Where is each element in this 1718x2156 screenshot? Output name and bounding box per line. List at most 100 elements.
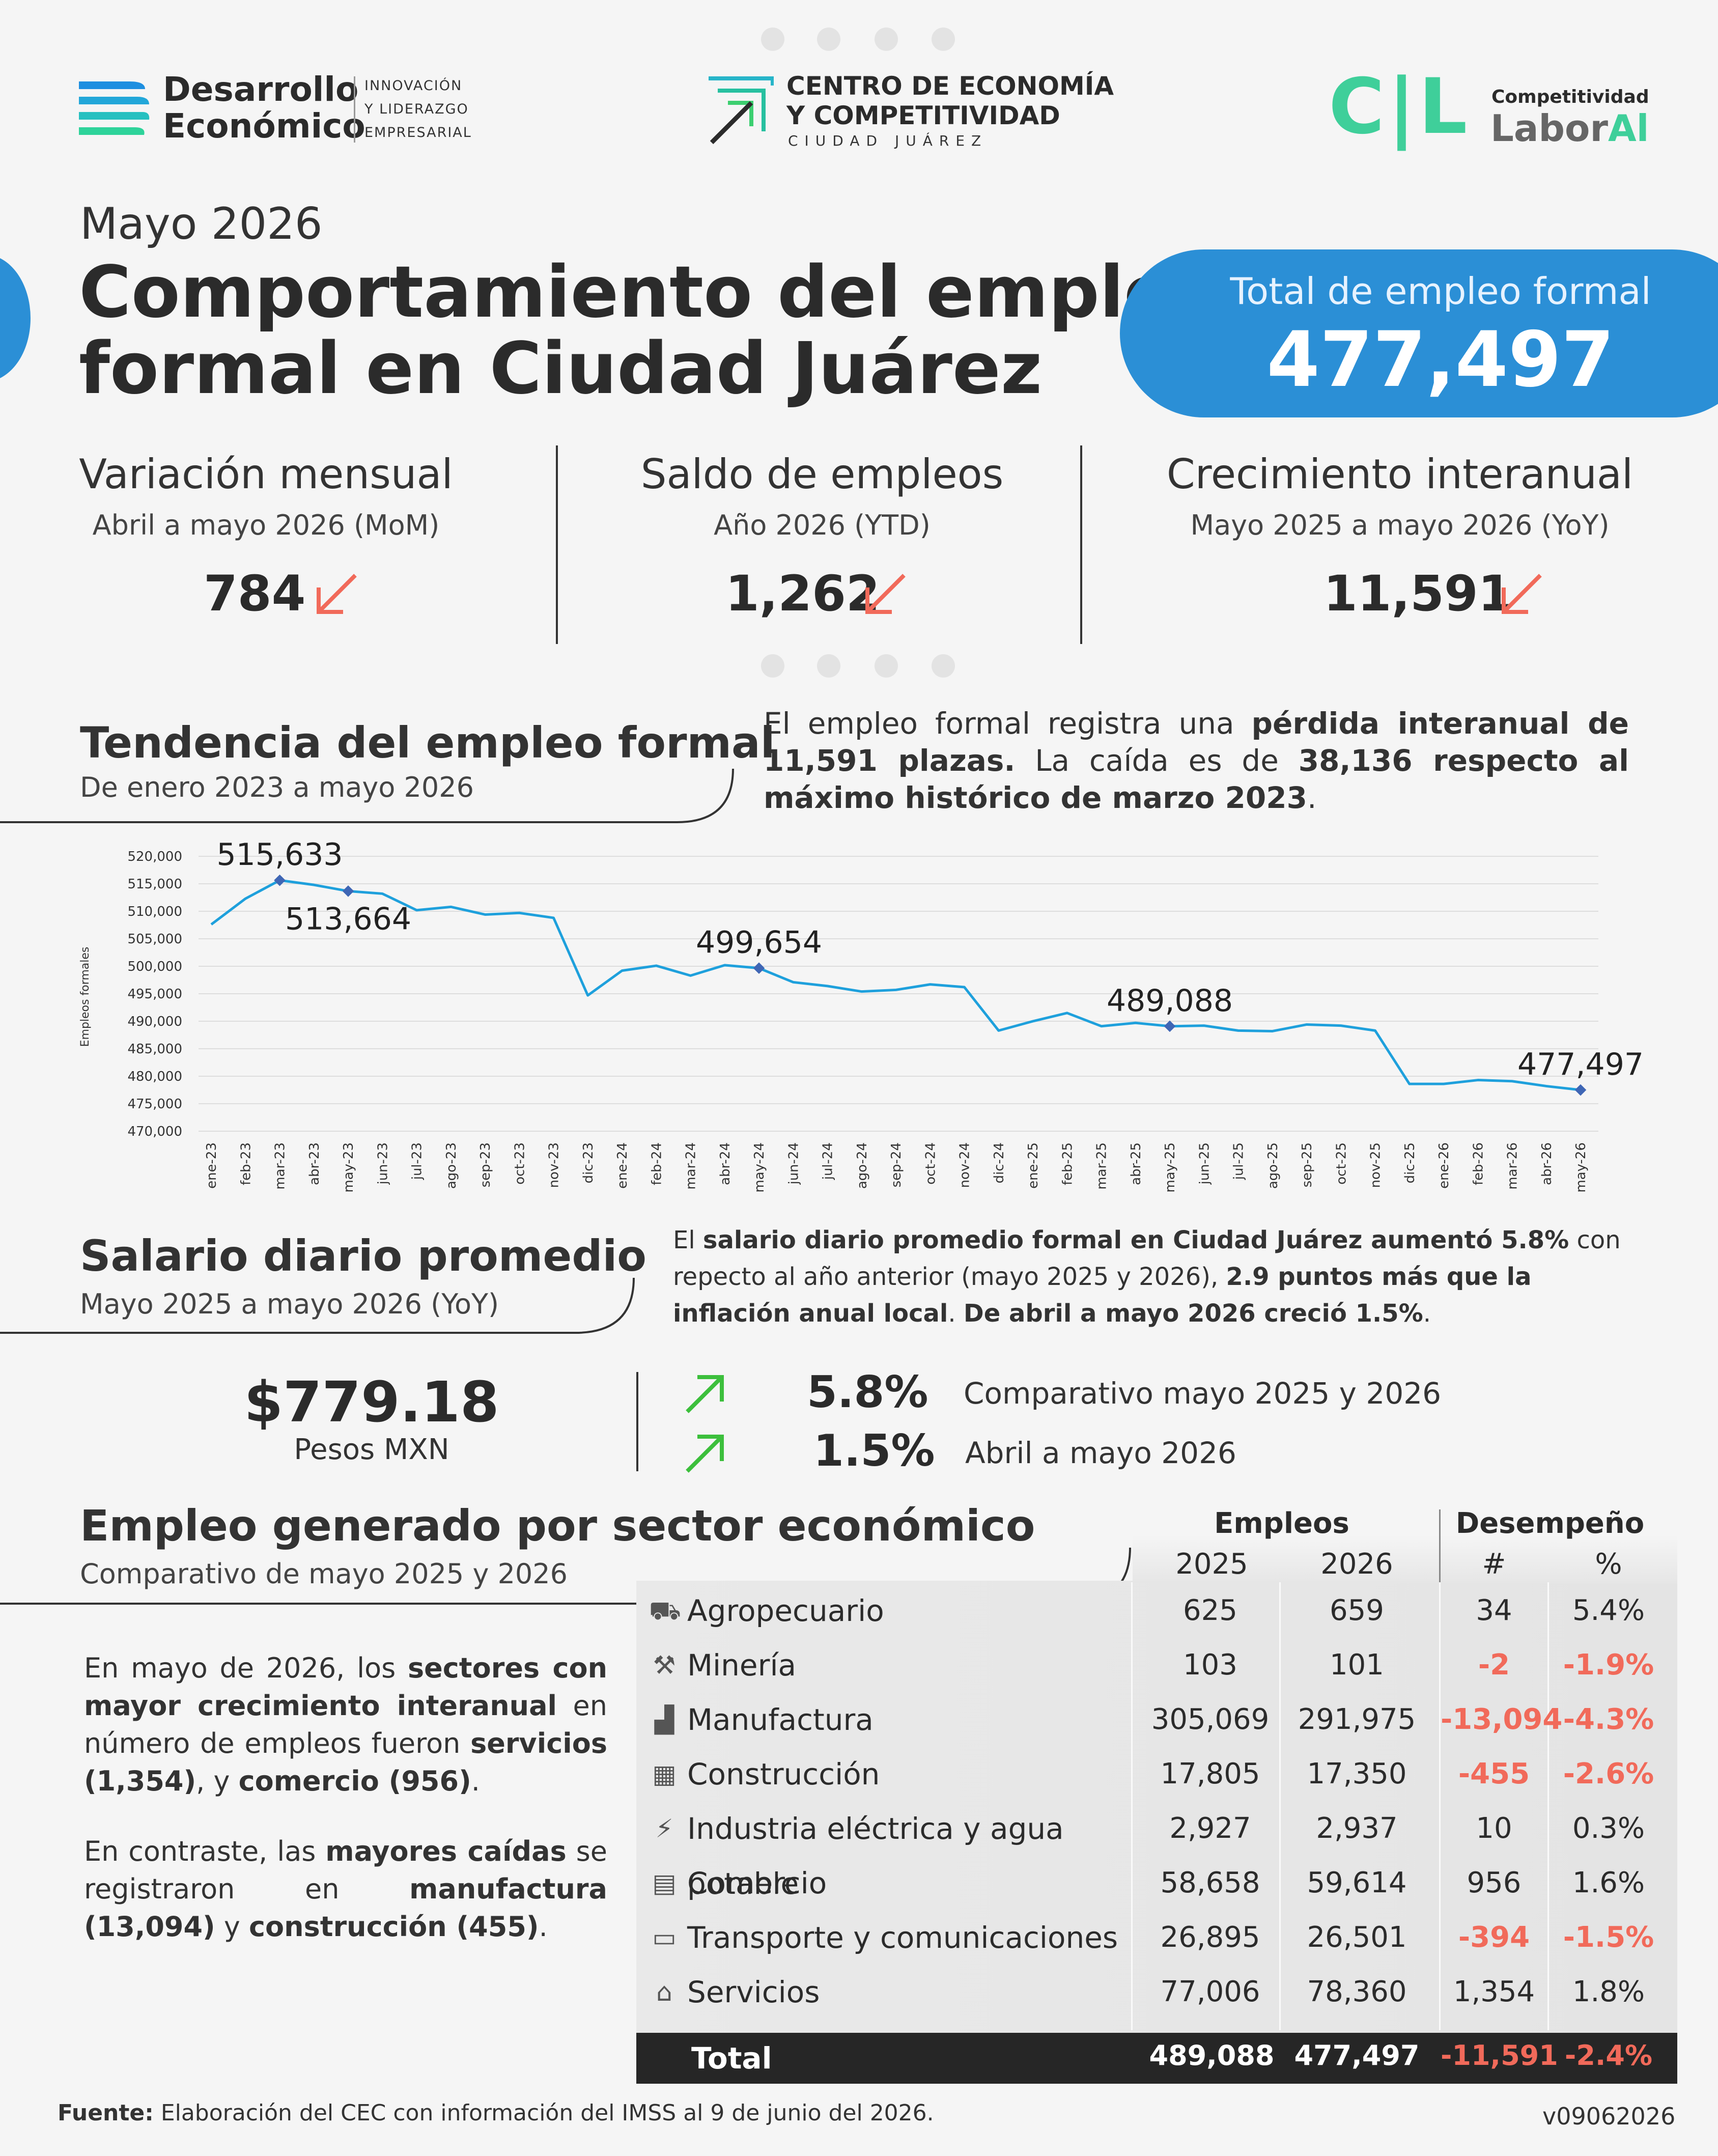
x-tick-label: mar-23 [273, 1142, 288, 1190]
paragraph-segment: salario diario promedio formal en Ciudad… [702, 1226, 1569, 1254]
desarrollo-logo-tagline: INNOVACIÓN Y LIDERAZGO EMPRESARIAL [364, 78, 472, 141]
x-tick-label: feb-25 [1060, 1142, 1075, 1185]
sector-name: Agropecuario [687, 1593, 884, 1628]
x-tick-label: ago-25 [1265, 1142, 1281, 1189]
paragraph-segment: en número de empleos fueron [84, 1690, 607, 1759]
total-pill [1120, 249, 1718, 417]
x-tick-label: feb-23 [238, 1142, 254, 1185]
sector-row: ⛟ Agropecuario 625 659 34 5.4% [636, 1583, 1677, 1638]
sector-name: Industria eléctrica y agua potable [687, 1811, 1064, 1901]
cl-logo-line2: LaborAl [1490, 107, 1649, 150]
x-tick-label: dic-23 [581, 1142, 596, 1184]
paragraph-segment: manufactura (13,094) [84, 1873, 607, 1943]
trend-underline [0, 768, 734, 823]
cl-logo-line1: Competitividad [1491, 87, 1649, 107]
kpi-monthly-value: 784 [204, 565, 306, 622]
sector-2026: 291,975 [1298, 1703, 1416, 1736]
data-point-marker [1164, 1020, 1176, 1032]
decor-dot [817, 27, 840, 51]
sector-subtitle: Comparativo de mayo 2025 y 2026 [80, 1558, 568, 1590]
sector-name: Servicios [687, 1975, 820, 2009]
x-tick-label: mar-24 [684, 1142, 699, 1190]
paragraph-segment: sectores con mayor crecimiento interanua… [84, 1652, 608, 1722]
sector-pct: 5.4% [1572, 1594, 1645, 1627]
x-tick-label: abr-24 [718, 1142, 733, 1185]
cec-logo-icon [708, 75, 775, 147]
sector-abs: -394 [1458, 1921, 1530, 1954]
col-separator [1279, 1582, 1281, 2030]
y-tick-label: 520,000 [127, 849, 182, 864]
total-row-2025: 489,088 [1149, 2039, 1275, 2071]
x-tick-label: ene-24 [615, 1142, 630, 1189]
sector-2025: 625 [1183, 1594, 1237, 1627]
sector-row: ⚒ Minería 103 101 -2 -1.9% [636, 1638, 1677, 1693]
sector-total-row: Total 489,088 477,497 -11,591 -2.4% [636, 2033, 1677, 2084]
salary-description: El salario diario promedio formal en Ciu… [673, 1222, 1630, 1332]
total-label: Total de empleo formal [1230, 270, 1651, 313]
cec-logo-city: CIUDAD JUÁREZ [788, 132, 988, 149]
col-separator [1547, 1582, 1549, 2030]
col-separator [1439, 1582, 1441, 2030]
y-tick-label: 485,000 [127, 1042, 182, 1057]
sector-pct: -1.9% [1563, 1648, 1654, 1682]
services-icon: ⌂ [656, 1977, 672, 2007]
paragraph-segment: El empleo formal registra una [764, 706, 1252, 741]
salary-unit: Pesos MXN [294, 1433, 449, 1466]
paragraph-segment: , y [196, 1765, 239, 1797]
pickaxe-icon: ⚒ [653, 1650, 676, 1680]
arrow-up-right-icon [686, 1375, 724, 1413]
salary-title: Salario diario promedio [80, 1231, 646, 1281]
x-tick-label: may-26 [1573, 1142, 1589, 1193]
x-tick-label: nov-25 [1368, 1142, 1384, 1188]
x-tick-label: may-25 [1163, 1142, 1178, 1193]
sector-pct: 1.8% [1572, 1975, 1645, 2008]
total-row-name: Total [691, 2041, 772, 2076]
sector-row: ▭ Transporte y comunicaciones 26,895 26,501… [636, 1910, 1677, 1965]
y-axis-label: Empleos formales [79, 947, 92, 1047]
decor-dot [932, 27, 955, 51]
sector-row: ▤ Comercio 58,658 59,614 956 1.6% [636, 1856, 1677, 1911]
sector-name: Transporte y comunicaciones [687, 1920, 1118, 1955]
x-tick-label: abr-25 [1129, 1142, 1144, 1185]
x-tick-label: ene-25 [1026, 1142, 1041, 1189]
paragraph-segment: 2.9 puntos más que la inflación anual lo… [673, 1263, 1532, 1328]
x-tick-label: sep-24 [889, 1142, 904, 1188]
data-point-marker [274, 874, 286, 886]
sector-abs: 1,354 [1453, 1975, 1535, 2008]
sector-2025: 26,895 [1160, 1921, 1260, 1954]
decor-semicircle [0, 255, 31, 382]
salary-subtitle: Mayo 2025 a mayo 2026 (YoY) [80, 1288, 499, 1320]
x-tick-label: dic-24 [992, 1142, 1007, 1184]
paragraph-segment: con repecto al año anterior (mayo 2025 y… [673, 1226, 1621, 1291]
sector-2025: 103 [1183, 1648, 1237, 1682]
x-tick-label: ago-24 [855, 1142, 870, 1189]
factory-icon: ▟ [654, 1705, 674, 1734]
sector-2025: 58,658 [1160, 1866, 1260, 1899]
paragraph-segment: . [471, 1765, 480, 1797]
salary-value: $779.18 [244, 1369, 499, 1435]
sector-row: ⌂ Servicios 77,006 78,360 1,354 1.8% [636, 1965, 1677, 2020]
paragraph-segment: El [673, 1226, 703, 1254]
trend-description: El empleo formal registra una pérdida in… [764, 705, 1629, 817]
paragraph-segment: . [948, 1299, 964, 1328]
decor-dot [817, 654, 840, 678]
data-label: 515,633 [216, 837, 343, 873]
employment-trend-chart: 470,000 475,000 480,000 485,000 490,000 495,0… [0, 825, 1718, 1196]
tractor-icon: ⛟ [649, 1596, 681, 1626]
data-point-marker [342, 885, 354, 897]
x-tick-label: may-23 [341, 1142, 356, 1193]
sector-description-decline: En contraste, las mayores caídas se regi… [84, 1833, 607, 1946]
kpi-ytd-title: Saldo de empleos [640, 451, 1004, 498]
sector-abs: -2 [1478, 1648, 1510, 1682]
sector-2025: 77,006 [1160, 1975, 1260, 2008]
y-tick-label: 515,000 [127, 877, 182, 892]
footer-source: Fuente: Elaboración del CEC con informac… [58, 2100, 934, 2126]
footer-version: v09062026 [1542, 2103, 1676, 2130]
x-tick-label: sep-25 [1300, 1142, 1315, 1188]
kpi-divider [1080, 445, 1082, 644]
paragraph-segment: servicios (1,354) [84, 1727, 607, 1797]
y-tick-label: 510,000 [127, 904, 182, 919]
x-tick-label: nov-24 [957, 1142, 973, 1188]
x-tick-label: ago-23 [444, 1142, 459, 1189]
water-electric-icon: ⚡ [655, 1814, 673, 1843]
